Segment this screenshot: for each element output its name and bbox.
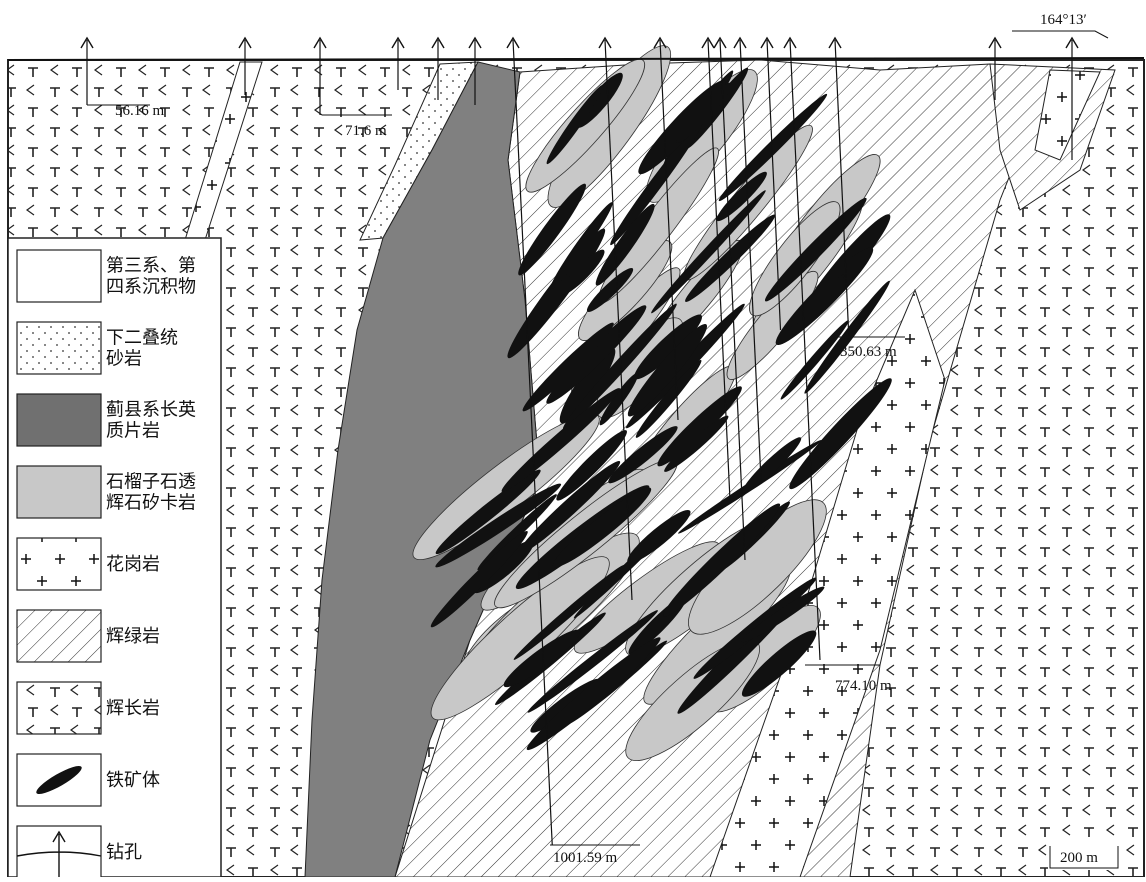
legend-label: 石榴子石透 — [106, 472, 196, 492]
legend-swatch — [17, 538, 101, 590]
cross-section: 56.16 m 71.6 m 350.63 m 774.10 m 1001.59… — [0, 0, 1146, 877]
depth-label: 774.10 m — [835, 678, 892, 694]
legend-label: 四系沉积物 — [106, 277, 196, 297]
legend-swatch — [17, 610, 101, 662]
legend-label: 第三系、第 — [106, 256, 196, 276]
azimuth: 164°13′ — [1040, 12, 1087, 28]
legend-label: 质片岩 — [106, 421, 160, 441]
legend-swatch — [17, 466, 101, 518]
depth-label: 1001.59 m — [553, 850, 618, 866]
legend: 第三系、第四系沉积物下二叠统砂岩蓟县系长英质片岩石榴子石透辉石矽卡岩花岗岩辉绿岩… — [8, 238, 221, 877]
page: 56.16 m 71.6 m 350.63 m 774.10 m 1001.59… — [0, 0, 1146, 877]
legend-label: 花岗岩 — [106, 554, 160, 574]
legend-swatch — [17, 322, 101, 374]
legend-swatch — [17, 250, 101, 302]
legend-label: 铁矿体 — [106, 770, 160, 790]
depth-label: 71.6 m — [345, 123, 387, 139]
legend-label: 钻孔 — [106, 842, 142, 862]
legend-label: 辉长岩 — [106, 698, 160, 718]
legend-label: 蓟县系长英 — [106, 400, 196, 420]
depth-label: 350.63 m — [840, 344, 897, 360]
legend-label: 辉绿岩 — [106, 626, 160, 646]
scale-bar-label: 200 m — [1060, 850, 1098, 866]
legend-label: 下二叠统 — [106, 328, 178, 348]
legend-label: 砂岩 — [106, 349, 142, 369]
legend-swatch — [17, 394, 101, 446]
legend-label: 辉石矽卡岩 — [106, 493, 196, 513]
legend-swatch — [17, 682, 101, 734]
azimuth-line — [1012, 31, 1108, 38]
